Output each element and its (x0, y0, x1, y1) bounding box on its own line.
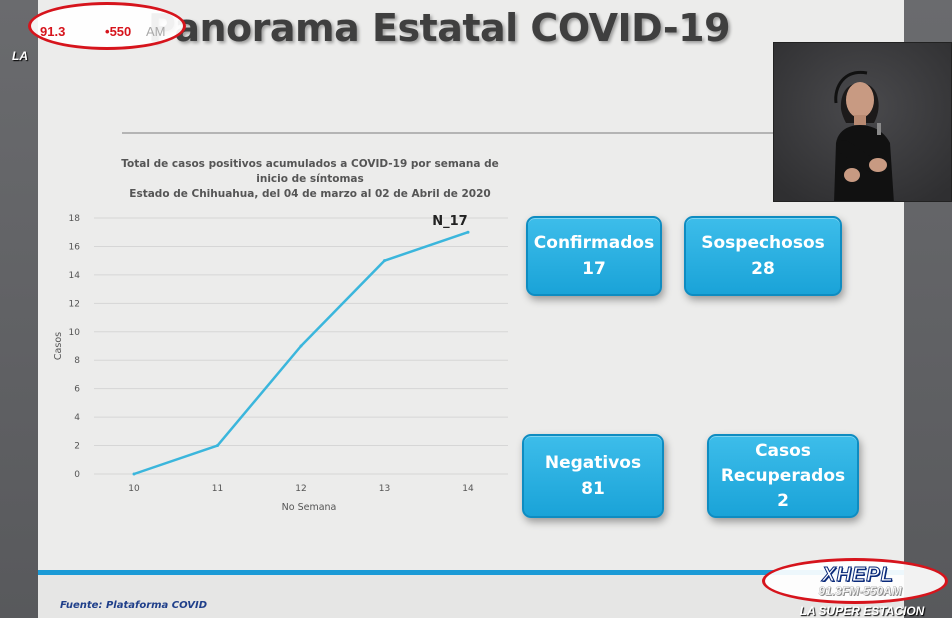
y-tick-label: 14 (69, 271, 81, 281)
logo-ellipse (28, 2, 186, 50)
logo-station-name: XHEPL (822, 564, 894, 587)
sign-language-interpreter-video (773, 42, 952, 202)
logo-station-tagline: LA SUPER ESTACION (799, 604, 925, 618)
kpi-recuperados-value: 2 (777, 490, 789, 511)
station-logo-bottom: XHEPL 91.3FM-550AM LA SUPER ESTACION (760, 556, 952, 618)
kpi-recuperados-label-1: Casos (755, 440, 811, 461)
logo-am-number: 550 (109, 24, 132, 39)
logo-bottom-ellipse (762, 558, 948, 604)
logo-tagline: LA (12, 49, 28, 63)
kpi-recuperados: Casos Recuperados 2 (707, 434, 859, 518)
data-point (383, 259, 386, 263)
x-tick-label: 14 (462, 484, 474, 494)
data-point (299, 344, 303, 348)
x-tick-label: 13 (379, 484, 390, 494)
logo-am-frequency: •550 (105, 24, 132, 39)
chart-title-line-1: Total de casos positivos acumulados a CO… (121, 158, 499, 170)
y-tick-label: 8 (74, 356, 80, 366)
x-tick-label: 11 (212, 484, 223, 494)
kpi-confirmados: Confirmados 17 (526, 216, 662, 296)
cases-line-chart: 0 2 4 6 8 10 12 14 16 18 10 11 12 13 14 No Semana Casos N… (53, 214, 508, 513)
left-border (0, 0, 38, 618)
y-tick-label: 12 (69, 299, 80, 309)
data-point (466, 230, 470, 234)
logo-am-suffix: AM (146, 24, 166, 39)
series-line (133, 231, 469, 476)
kpi-sospechosos-value: 28 (751, 259, 775, 279)
y-tick-label: 6 (74, 385, 80, 395)
y-tick-label: 18 (69, 214, 81, 224)
y-axis-label: Casos (53, 332, 64, 360)
kpi-negativos-value: 81 (581, 479, 605, 499)
data-point (132, 472, 136, 476)
footer-accent-bar (38, 570, 904, 575)
logo-station-frequency: 91.3FM-550AM (818, 584, 902, 599)
logo-fm-frequency: 91.3 (40, 24, 66, 39)
y-tick-label: 2 (74, 442, 80, 452)
slide-title: Panorama Estatal COVID-19 (148, 6, 731, 50)
data-point (216, 444, 219, 448)
annotation-label: N_17 (432, 214, 467, 229)
kpi-negativos-label: Negativos (544, 453, 642, 473)
x-axis-label: No Semana (282, 502, 337, 513)
y-tick-label: 16 (69, 242, 81, 252)
x-tick-label: 10 (128, 484, 140, 494)
kpi-confirmados-value: 17 (582, 259, 606, 279)
chart-title-line-3: Estado de Chihuahua, del 04 de marzo al … (129, 188, 491, 200)
y-tick-label: 10 (69, 328, 81, 338)
presentation-slide: Panorama Estatal COVID-19 Total de casos… (38, 0, 904, 618)
kpi-sospechosos: Sospechosos 28 (684, 216, 842, 296)
y-tick-label: 4 (74, 413, 80, 423)
title-divider (122, 132, 812, 134)
chart-title: Total de casos positivos acumulados a CO… (100, 157, 520, 202)
slide-footer (38, 570, 904, 618)
kpi-negativos: Negativos 81 (522, 434, 664, 518)
y-tick-label: 0 (74, 470, 80, 480)
kpi-recuperados-label-2: Recuperados (720, 465, 846, 486)
interpreter-image (774, 43, 951, 201)
chart-title-line-2: inicio de síntomas (256, 173, 364, 185)
kpi-sospechosos-label: Sospechosos (701, 233, 825, 253)
kpi-confirmados-label: Confirmados (533, 233, 655, 253)
station-logo-top: 91.3 •550 AM LA (0, 0, 190, 66)
source-note: Fuente: Plataforma COVID (60, 600, 208, 611)
x-tick-label: 12 (295, 484, 306, 494)
